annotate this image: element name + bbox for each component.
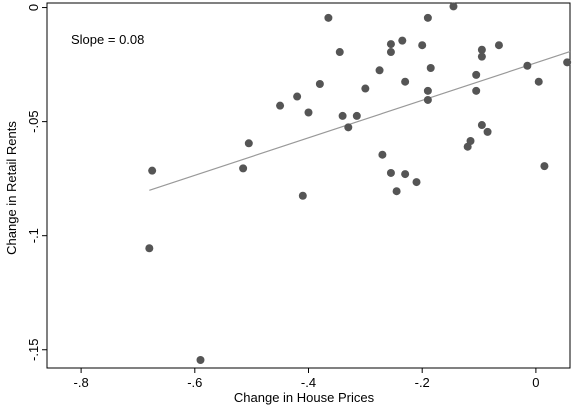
x-tick-label: -.6: [187, 375, 202, 390]
data-point: [418, 41, 427, 50]
data-point: [401, 170, 410, 179]
data-point: [494, 41, 503, 50]
fit-line: [149, 51, 571, 191]
data-point: [423, 95, 432, 104]
data-point: [463, 142, 472, 151]
data-point: [426, 64, 435, 73]
data-point: [344, 123, 353, 132]
data-point: [472, 86, 481, 95]
data-point: [477, 52, 486, 61]
data-point: [375, 66, 384, 75]
data-point: [423, 13, 432, 22]
data-point: [540, 162, 549, 171]
x-tick-label: 0: [532, 375, 539, 390]
data-point: [361, 84, 370, 93]
data-point: [145, 244, 154, 253]
slope-annotation: Slope = 0.08: [71, 32, 144, 47]
data-point: [398, 36, 407, 45]
data-point: [477, 45, 486, 54]
y-tick-label: 0: [26, 4, 41, 11]
data-point: [352, 111, 361, 120]
plot-area: -.8 -.6 -.4 -.2 0 0 -.05 -.1 -.15: [26, 2, 572, 390]
data-point: [324, 13, 333, 22]
data-point: [534, 77, 543, 86]
y-tick-label: -.1: [26, 228, 41, 243]
plot-frame: [46, 2, 571, 369]
x-tick-label: -.4: [301, 375, 316, 390]
data-point: [483, 127, 492, 136]
y-tick-label: -.05: [26, 110, 41, 132]
data-point: [196, 356, 205, 365]
y-tick-label: -.15: [26, 339, 41, 361]
x-tick-label: -.2: [415, 375, 430, 390]
data-point: [477, 121, 486, 130]
data-point: [148, 166, 157, 175]
data-point: [293, 92, 302, 101]
data-point: [335, 48, 344, 57]
data-point: [472, 70, 481, 79]
x-axis-label: Change in House Prices: [234, 390, 375, 405]
data-point: [392, 187, 401, 196]
data-point: [401, 77, 410, 86]
data-point: [298, 191, 307, 200]
data-point: [423, 86, 432, 95]
data-point: [276, 101, 285, 110]
data-point: [386, 168, 395, 177]
data-point: [412, 178, 421, 187]
data-point: [449, 2, 458, 11]
data-point: [386, 48, 395, 57]
data-point: [338, 111, 347, 120]
data-point: [304, 108, 313, 117]
y-axis-label: Change in Retail Rents: [4, 121, 19, 255]
data-point: [244, 139, 253, 148]
data-point: [386, 40, 395, 49]
data-point: [523, 61, 532, 70]
data-point: [239, 164, 248, 173]
data-point: [315, 79, 324, 88]
data-point: [378, 150, 387, 159]
x-tick-label: -.8: [74, 375, 89, 390]
data-point: [563, 58, 572, 67]
